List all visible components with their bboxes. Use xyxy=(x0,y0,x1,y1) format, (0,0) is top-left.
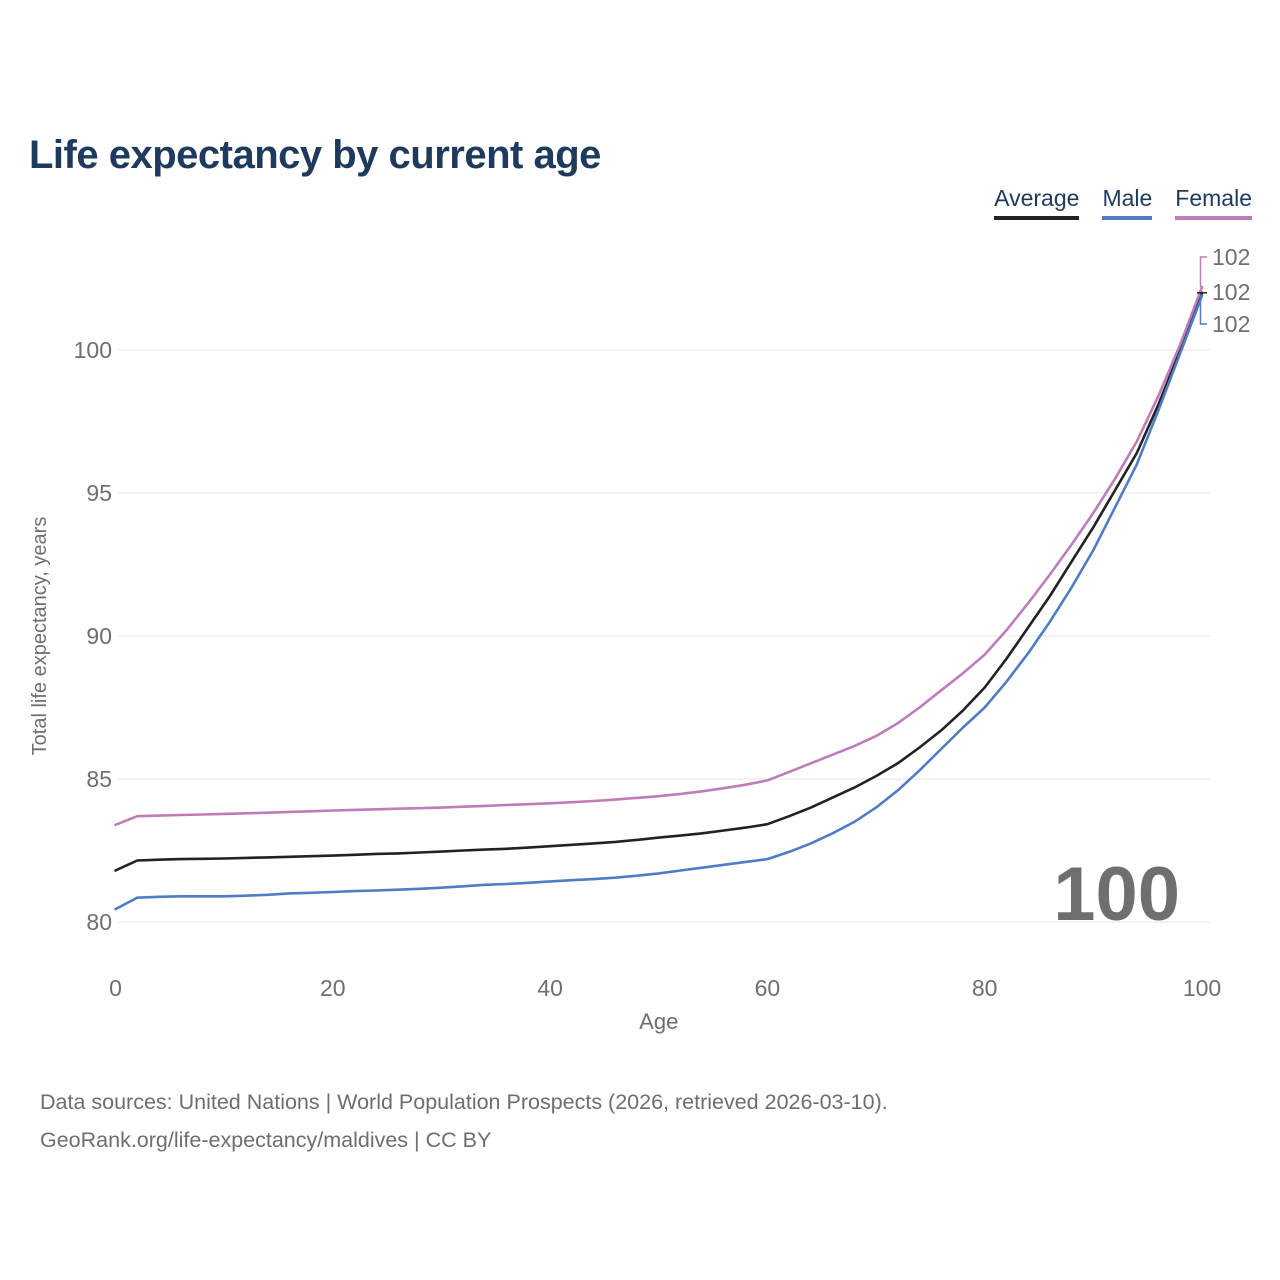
y-tick-label: 90 xyxy=(86,623,112,649)
chart-footer: Data sources: United Nations | World Pop… xyxy=(40,1083,888,1159)
legend-item-female[interactable]: Female xyxy=(1175,185,1252,221)
legend-label-average: Average xyxy=(994,185,1080,211)
series-line-average[interactable] xyxy=(114,291,1204,872)
y-tick-label: 100 xyxy=(74,337,112,363)
end-label-male: 102 xyxy=(1212,311,1250,337)
attribution-line: GeoRank.org/life-expectancy/maldives | C… xyxy=(40,1128,492,1152)
legend-label-female: Female xyxy=(1175,185,1252,211)
end-label-female: 102 xyxy=(1212,244,1250,270)
x-tick-label: 80 xyxy=(972,975,998,1001)
y-axis-title: Total life expectancy, years xyxy=(29,517,51,756)
y-tick-label: 85 xyxy=(86,766,112,792)
x-tick-label: 20 xyxy=(320,975,346,1001)
legend-item-male[interactable]: Male xyxy=(1102,185,1153,221)
end-label-average: 102 xyxy=(1212,279,1250,305)
page-title: Life expectancy by current age xyxy=(29,132,601,177)
legend-label-male: Male xyxy=(1102,185,1153,211)
x-axis-title: Age xyxy=(639,1009,678,1034)
series-line-male[interactable] xyxy=(114,294,1204,911)
end-label-connector-male xyxy=(1199,295,1207,325)
legend-item-average[interactable]: Average xyxy=(994,185,1080,221)
y-tick-label: 80 xyxy=(86,909,112,935)
legend: Average Male Female xyxy=(994,185,1252,221)
y-tick-label: 95 xyxy=(86,480,112,506)
series-line-female[interactable] xyxy=(114,285,1204,827)
x-tick-label: 100 xyxy=(1183,975,1221,1001)
x-tick-label: 40 xyxy=(537,975,563,1001)
x-tick-label: 0 xyxy=(109,975,122,1001)
data-sources-line: Data sources: United Nations | World Pop… xyxy=(40,1090,888,1114)
end-label-connector-female xyxy=(1199,256,1207,288)
watermark-100: 100 xyxy=(1053,852,1180,937)
x-tick-label: 60 xyxy=(755,975,781,1001)
